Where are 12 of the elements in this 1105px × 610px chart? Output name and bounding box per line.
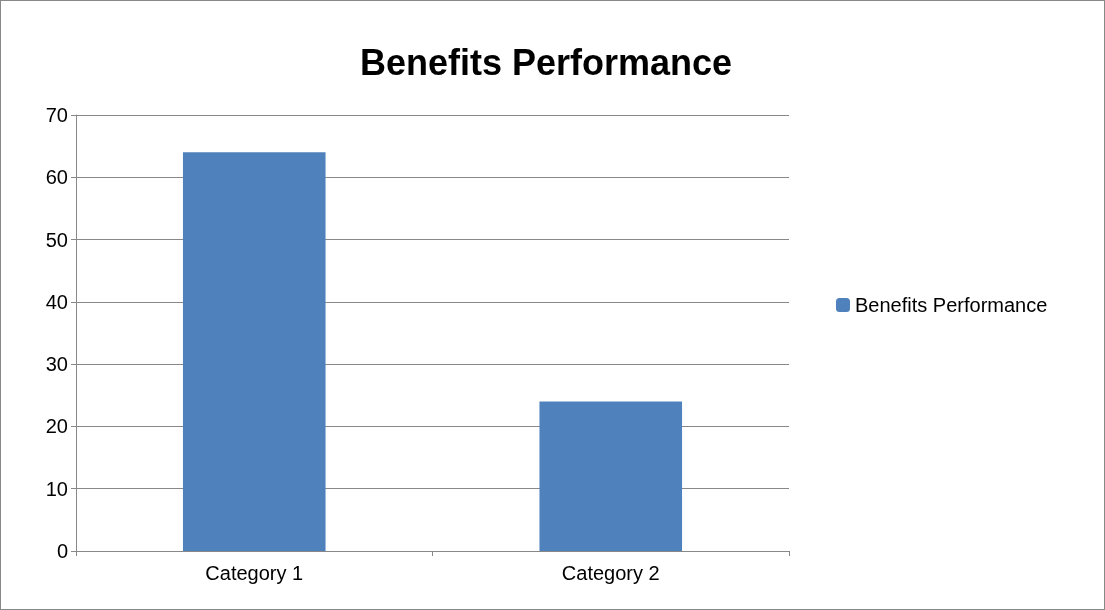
y-tick-label: 30 [45, 353, 68, 376]
x-tick-label: Category 1 [205, 562, 304, 584]
y-tick-label: 40 [45, 290, 68, 313]
x-tick-label: Category 2 [561, 562, 660, 584]
y-tick-label: 20 [45, 415, 68, 438]
chart-title: Benefits Performance [359, 41, 733, 83]
y-tick-label: 50 [45, 228, 68, 251]
y-tick-label: 60 [45, 166, 68, 189]
y-tick-label: 70 [45, 104, 68, 126]
y-tick-label: 0 [56, 540, 68, 562]
legend-label: Benefits Performance [855, 294, 1048, 316]
y-tick-label: 10 [45, 477, 68, 500]
